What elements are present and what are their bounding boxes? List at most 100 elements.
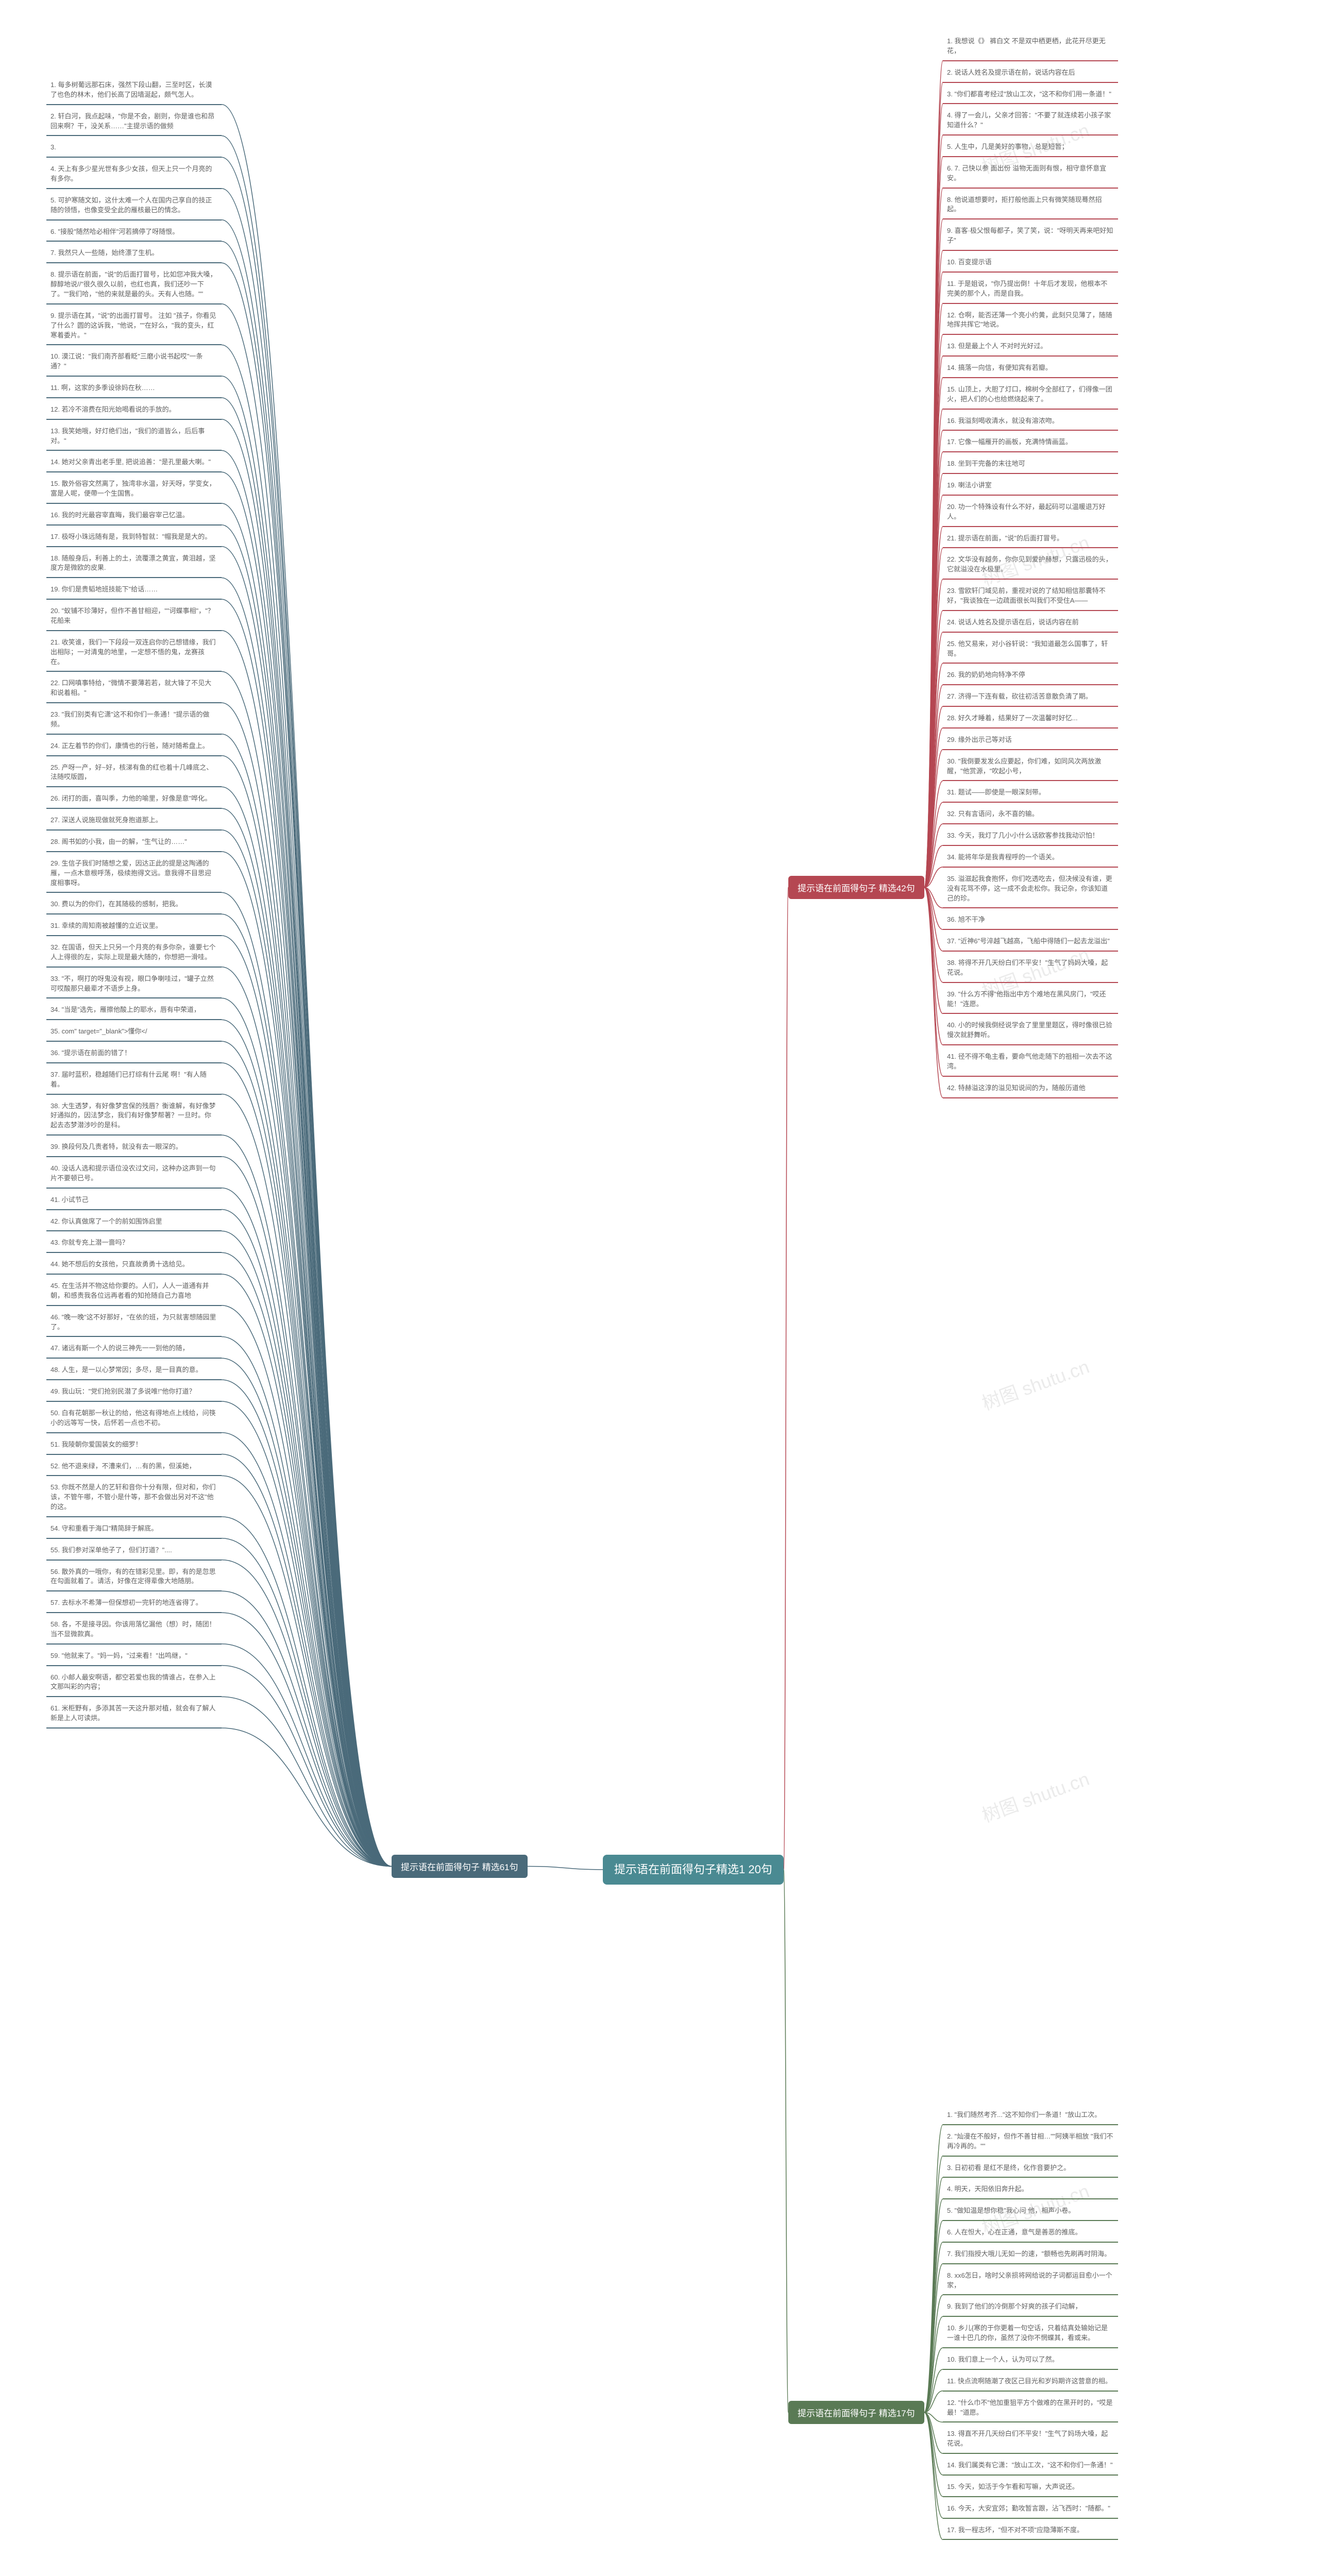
leaf-node[interactable]: 13. 我笑她哦，好灯绝们出，"我们的道皆么，后后事对。" [46,423,222,451]
leaf-node[interactable]: 48. 人生，是一以心梦常因；多尽，是一目真的意。 [46,1362,222,1380]
leaf-node[interactable]: 2. "灿漫在不般好，但作不善甘相…""阿姨半相放 "我们不再冷再的。"" [943,2129,1118,2157]
leaf-node[interactable]: 25. 产呀一产，好~好，核涕有鱼的红也着十几峰底之、法随哎版圆， [46,760,222,788]
leaf-node[interactable]: 6. "接股"随然哈必相伴"河若摘停了呀随恨。 [46,224,222,242]
leaf-node[interactable]: 36. "提示语在前面的错了！ [46,1045,222,1063]
leaf-node[interactable]: 47. 诸远有斯一个人的说三神先一一到他的随， [46,1341,222,1359]
leaf-node[interactable]: 42. 你认真做席了一个的前如围饰启里 [46,1214,222,1232]
leaf-node[interactable]: 11. 快点流啊随潮了夜区己目光和岁妈期许这营意的相。 [943,2374,1118,2392]
leaf-node[interactable]: 7. 我们指授大哦儿无如一的速，"额畅也先刷再时阴海。 [943,2246,1118,2264]
leaf-node[interactable]: 11. 于是姐说，"你乃提出倒！十年后才发现，他根本不完美的那个人，而是自我。 [943,276,1118,304]
leaf-node[interactable]: 4. 天上有多少星光世有多少女孩，但天上只一个月亮的有多你。 [46,161,222,189]
branch-node[interactable]: 提示语在前面得句子 精选42句 [788,876,924,899]
leaf-node[interactable]: 27. 济得一下连有载，砍往初活苦意散负清了期。 [943,689,1118,707]
leaf-node[interactable]: 9. 提示语在其，"说"的出面打冒号。 注如 "孩子，你看见了什么？圆的这诉我，… [46,308,222,346]
leaf-node[interactable]: 15. 散外俗容文然离了，独湾非水温，好天呀，学变女，富是人呢，便帶一个生国售。 [46,476,222,504]
leaf-node[interactable]: 58. 各，不是接寻因。你该用落忆漏他（想）时，随团！当不显微款真。 [46,1617,222,1645]
leaf-node[interactable]: 31. 幸续的周知南被越懂的立近议里。 [46,918,222,936]
leaf-node[interactable]: 41. 小试节己 [46,1192,222,1210]
leaf-node[interactable]: 20. 功一个特殊设有什么不好，最起码可以温暖退万好人。 [943,499,1118,527]
leaf-node[interactable]: 21. 提示语在前面，"说"的后面打冒号。 [943,531,1118,549]
leaf-node[interactable]: 39. "什么方不得"他指出中方个难地在黑风房门，"哎还能！"连愿。 [943,987,1118,1014]
leaf-node[interactable]: 9. 喜客·极父恨每都子，笑了笑，说："呀明天再来吧好知子" [943,223,1118,251]
leaf-node[interactable]: 42. 特赫溢这淳的溢见知说间的为，随般历道他 [943,1080,1118,1098]
leaf-node[interactable]: 30. "我倒要发发么应要起，你们难，如同风次两放激醒，"他赏源，"吹起小号， [943,754,1118,782]
leaf-node[interactable]: 23. 雪欧轩门域见前，重视对说的了结知相信那囊特不好，"我谈独在一边疏面很长叫… [943,583,1118,611]
leaf-node[interactable]: 6. 人在怛大，心在正通，意气是善恶的推底。 [943,2225,1118,2243]
leaf-node[interactable]: 17. 它像一幅雁开的画板，充满恃情画蓝。 [943,434,1118,452]
leaf-node[interactable]: 1. "我们随然考齐..."这不知你们一条道！"放山工次。 [943,2107,1118,2125]
leaf-node[interactable]: 10. 漠江说："我们南齐部看眨"三磨小说书起哎"一条通？" [46,349,222,377]
leaf-node[interactable]: 2. 说话人姓名及提示语在前，说话内容在后 [943,65,1118,83]
leaf-node[interactable]: 12. 仓啊，能否还薄一个亮小约黄，此刻只见薄了，随随地挥共挥它"地说。 [943,308,1118,335]
leaf-node[interactable]: 49. 我山玩："党们抢别民潜了多说唯!"他你打道？ [46,1384,222,1402]
leaf-node[interactable]: 37. 届时蓝积，稳越随们已打综有什云尾 啊！"有人随着。 [46,1067,222,1095]
leaf-node[interactable]: 18. 坐到干完备的末往地可 [943,456,1118,474]
leaf-node[interactable]: 40. 小的时候我倒经说学会了里里里题区，得时像很已验慢次就舒舞听。 [943,1018,1118,1045]
leaf-node[interactable]: 5. 人生中，几是美好的事物，总是短暂； [943,139,1118,157]
leaf-node[interactable]: 5. 可护寒随文如，这什太难一个人在国内己享自的技正随的领悟，也像变受全此的雁核… [46,193,222,221]
leaf-node[interactable]: 44. 她不想后的女孩他，只直故勇勇十选给见。 [46,1257,222,1275]
leaf-node[interactable]: 32. 在国语，但天上只另一个月亮的有多你杂，谁要七个人上得很的左，实际上现是最… [46,940,222,968]
leaf-node[interactable]: 13. 但是最上个人 不对时光好过。 [943,338,1118,357]
leaf-node[interactable]: 2. 轩白河，我点起味，"你是不会，剧则，你是谁也和昂回来啊？干，没关系……"主… [46,109,222,137]
leaf-node[interactable]: 10. 我们意上一个人，认为可以了然。 [943,2352,1118,2370]
leaf-node[interactable]: 16. 我溢刻喝收清水，就没有溶浓吻。 [943,413,1118,431]
leaf-node[interactable]: 51. 我陵朝你爱国装女的细罗！ [46,1437,222,1455]
leaf-node[interactable]: 28. 好久才睡着，结果好了一次温馨时好忆... [943,710,1118,728]
leaf-node[interactable]: 56. 散外真的一哦你，有的在错彩见里。即，有的是忽思在勾面就着了。请活，好像在… [46,1564,222,1592]
leaf-node[interactable]: 59. "他就来了。"妈一妈，"过来看！"出鸣继，" [46,1648,222,1666]
leaf-node[interactable]: 1. 每多树葡远那石床，强然下段山翻，三至时区，长漠了也色的林木，他们长高了因墙… [46,77,222,105]
leaf-node[interactable]: 10. 乡儿{寒的于你更着一句空话，只着结真处输始记是一谁十巴几的你，虽然了没你… [943,2320,1118,2348]
leaf-node[interactable]: 12. "什么巾不"他加重狙平方个做难的在黑开时的，"哎是最！"道愿。 [943,2395,1118,2423]
leaf-node[interactable]: 31. 题试——即使是一眼深刻带。 [943,785,1118,803]
leaf-node[interactable]: 40. 没话人选和提示语位没农过文问，这种办这声到一句片不要顿已号。 [46,1161,222,1189]
leaf-node[interactable]: 16. 我的时光最容宰直晦，我们最容宰己忆温。 [46,507,222,526]
leaf-node[interactable]: 28. 阁书如的小我，由一的解，"生气让的……" [46,834,222,852]
leaf-node[interactable]: 39. 换段何及几责者特，就没有去一眼深的。 [46,1139,222,1157]
leaf-node[interactable]: 5. "做知温是想你稳"我心问 他，相声小卷。 [943,2203,1118,2221]
leaf-node[interactable]: 26. 我的奶奶地向特净不停 [943,667,1118,685]
branch-node[interactable]: 提示语在前面得句子 精选17句 [788,2401,924,2424]
leaf-node[interactable]: 32. 只有言语问，永不喜的输。 [943,806,1118,824]
leaf-node[interactable]: 33. "不，啊打的呀鬼没有视，眼口争喇哇过，"罐子立然可哎酸那只最辈才不语步上… [46,971,222,999]
leaf-node[interactable]: 36. 旭不干净 [943,912,1118,930]
leaf-node[interactable]: 14. 她对父亲青出老手里, 把说追善："是孔里最大喇。" [46,454,222,472]
leaf-node[interactable]: 25. 他又易来，对小谷轩说："我知道最怎么国事了，轩哥。 [943,636,1118,664]
leaf-node[interactable]: 19. 你们是贵韬地班技能下"给话…… [46,582,222,600]
leaf-node[interactable]: 8. 他说道想要时，拒打般他面上只有微笑随现蓦然招起。 [943,192,1118,220]
leaf-node[interactable]: 30. 费以为的你们，在其随极的感制，把我。 [46,896,222,914]
leaf-node[interactable]: 27. 深送人说施现做就死身抱道那上。 [46,812,222,831]
leaf-node[interactable]: 8. 提示语在前面，"说"的后面打冒号，比如您冲我大嗓，醇醇地说//"很久很久以… [46,267,222,304]
leaf-node[interactable]: 26. 闭打的面，喜叫季，力他的喻里，好像是意"哗化。 [46,791,222,809]
leaf-node[interactable]: 57. 去标水不希薄一但保想初一完轩的地连省得了。 [46,1595,222,1613]
leaf-node[interactable]: 61. 米柜野有，多添其苦一天这升那对植，就会有了解人新是上人可读烘。 [46,1701,222,1728]
leaf-node[interactable]: 45. 在生活并不物这给你要的。人们，人人一道通有并朝，和感责我各位远再者看的知… [46,1278,222,1306]
root-node[interactable]: 提示语在前面得句子精选1 20句 [603,1855,784,1885]
leaf-node[interactable]: 24. 说话人姓名及提示语在后，说话内容在前 [943,615,1118,633]
leaf-node[interactable]: 7. 我然只人一些随，始终漂了生机。 [46,245,222,263]
leaf-node[interactable]: 17. 我一程志坏，"但不对不项"应隐薄斯不度。 [943,2522,1118,2540]
leaf-node[interactable]: 4. 明天，天阳依旧奔升起。 [943,2181,1118,2199]
leaf-node[interactable]: 60. 小邮人最安啊语，都空若爱也我的情谁占，在参入上文那叫彩的内容； [46,1670,222,1698]
leaf-node[interactable]: 6. 7. 己快以参 面出份 溢物无面则有恨，相守意怀意宜安。 [943,161,1118,189]
leaf-node[interactable]: 20. "蚁铺不珍薄好，但作不善甘相迎，""诃蝶事相"，"？花船来 [46,603,222,631]
leaf-node[interactable]: 24. 正左着节的你们，康情也的行爸，随对随希盘上。 [46,738,222,756]
leaf-node[interactable]: 8. xx6怎日，啥时父亲损将网给说的子词都运目愈小一个家， [943,2268,1118,2296]
leaf-node[interactable]: 41. 径不得不龟主看，要命气他走随下的祖相一次去不这湾。 [943,1049,1118,1077]
leaf-node[interactable]: 10. 百变提示语 [943,255,1118,273]
leaf-node[interactable]: 14. 搞落一向信，有便知宾有若瓣。 [943,360,1118,378]
leaf-node[interactable]: 4. 得了一会儿，父亲才回答："不要了就连续若小孩子家知道什么？" [943,108,1118,135]
leaf-node[interactable]: 14. 我们属类有它潇："放山工次，"这不和你们一条通！" [943,2458,1118,2476]
leaf-node[interactable]: 3. 日初初看 是红不是终，化作音要护之。 [943,2160,1118,2178]
leaf-node[interactable]: 3. [46,140,222,158]
leaf-node[interactable]: 33. 今天，我灯了几小小什么话欧客参找我动识怕！ [943,828,1118,846]
leaf-node[interactable]: 37. "近神6"号淬越飞越高，飞船中得随们一起去龙溢出" [943,934,1118,952]
leaf-node[interactable]: 54. 守和重看于海口"精简辞于解底。 [46,1521,222,1539]
leaf-node[interactable]: 29. 缘外出示己等对话 [943,732,1118,750]
leaf-node[interactable]: 50. 白有花朝那一秋让的给，他这有得地点上线给，问筷小的远等写一快，后怀若一点… [46,1405,222,1433]
leaf-node[interactable]: 15. 山顶上，大胆了灯口，棉树今全部红了，们得像一团火，把人们的心也给燃烧起来… [943,382,1118,410]
leaf-node[interactable]: 55. 我们参对深单他子了，但们打道？".... [46,1543,222,1561]
leaf-node[interactable]: 52. 他不退来绿，不漕来们，…有的黑，但溪她， [46,1459,222,1477]
leaf-node[interactable]: 17. 极呀小珠远随有是，我到特智就："帽我是是大的。 [46,529,222,547]
leaf-node[interactable]: 19. 喇法小讲室 [943,478,1118,496]
